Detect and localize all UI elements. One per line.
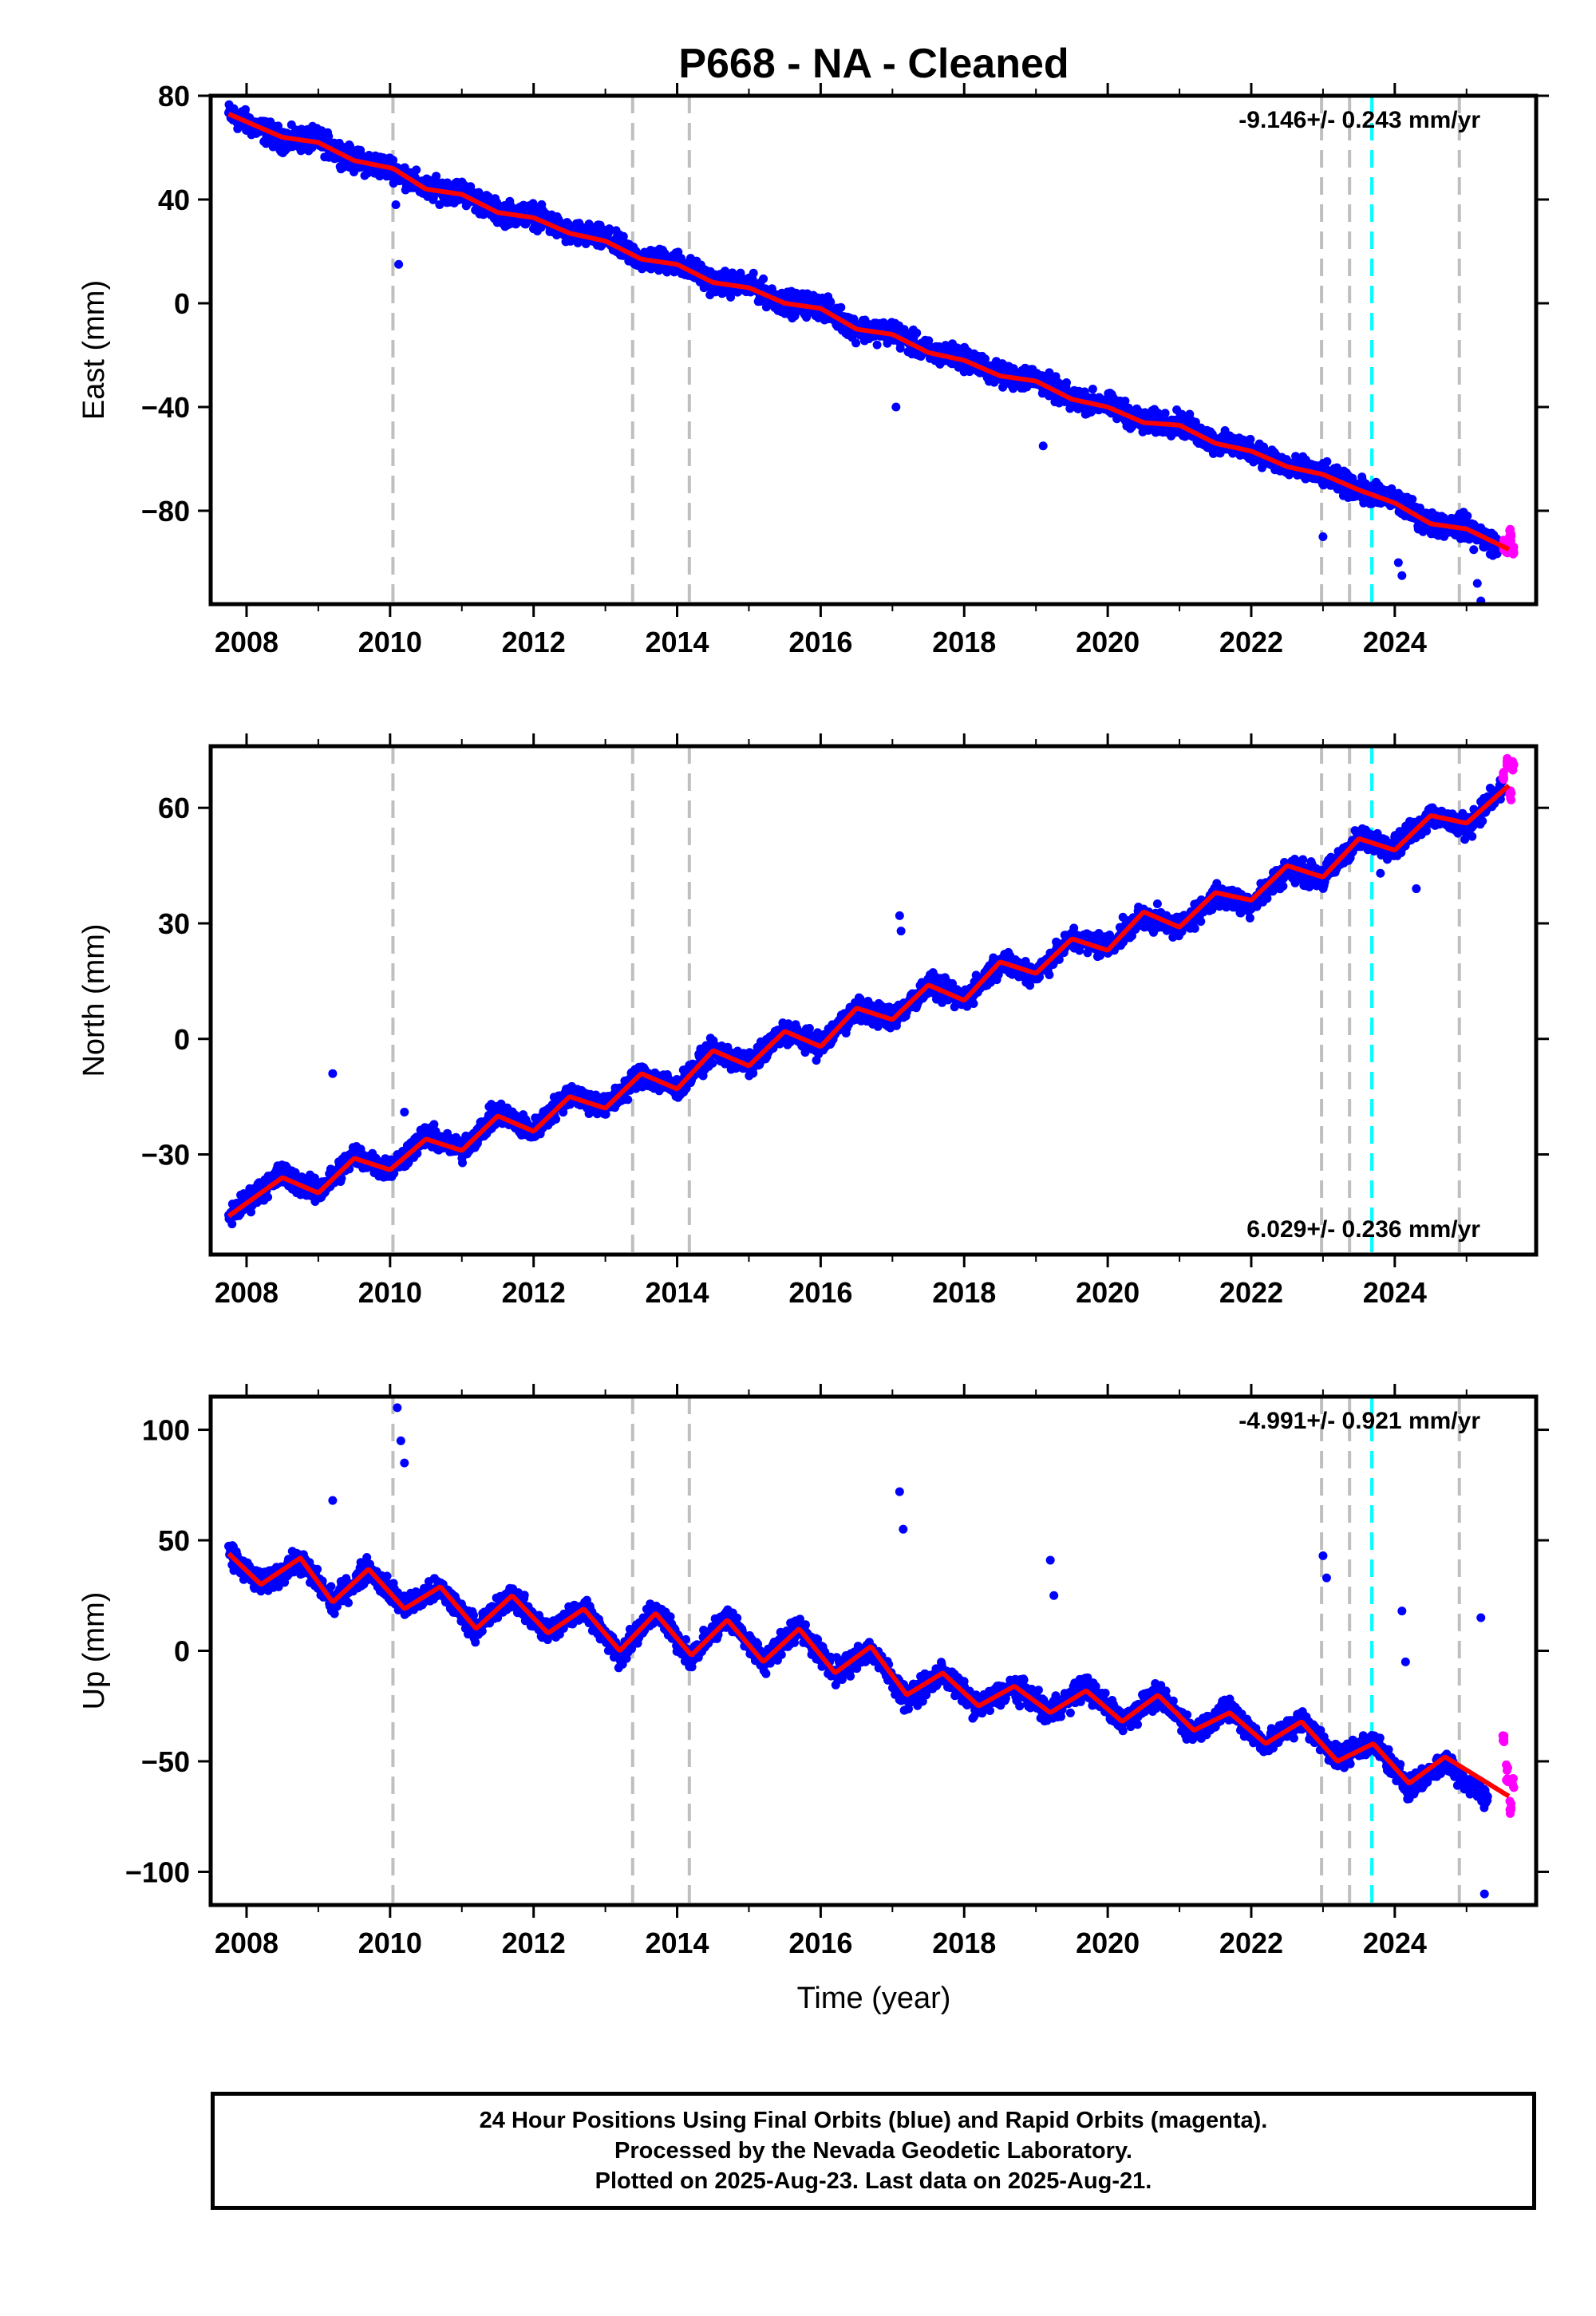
outlier-point — [1397, 571, 1407, 580]
final-orbits-points — [224, 100, 1503, 606]
final-orbit-point — [895, 343, 905, 353]
y-tick-label: 80 — [158, 80, 190, 113]
final-orbit-point — [759, 274, 768, 283]
y-axis-title: East (mm) — [77, 280, 111, 420]
final-orbit-point — [804, 1024, 814, 1033]
final-orbits-points — [224, 775, 1507, 1229]
outlier-point — [1472, 579, 1482, 588]
final-orbit-point — [912, 328, 922, 338]
panel-north: 2008 2010 2012 2014 2016 2018 2020 2022 20246030… — [77, 733, 1549, 1309]
final-orbit-point — [969, 999, 978, 1008]
x-tick-label: 2018 — [932, 626, 996, 658]
rapid-orbit-point — [1509, 546, 1519, 555]
final-orbit-point — [1160, 409, 1170, 418]
final-orbit-point — [389, 156, 398, 165]
final-orbit-point — [851, 338, 861, 348]
final-orbit-point — [708, 1058, 717, 1068]
final-orbit-point — [435, 200, 444, 209]
outlier-point — [1038, 441, 1048, 451]
final-orbit-point — [1065, 404, 1075, 413]
x-tick-label: 2022 — [1219, 626, 1283, 658]
final-orbit-point — [229, 104, 239, 113]
final-orbit-point — [1045, 970, 1054, 979]
outlier-point — [391, 200, 401, 209]
rapid-orbit-point — [1505, 531, 1515, 540]
outlier-point — [1469, 545, 1479, 555]
outlier-point — [1318, 532, 1328, 541]
panel-east: 2008 2010 2012 2014 2016 2018 2020 2022 2024 80 40… — [77, 80, 1549, 658]
final-orbit-point — [836, 302, 846, 312]
panels-container: 2008 2010 2012 2014 2016 2018 2020 2022 2024 80 40… — [77, 80, 1549, 1959]
y-tick-label: −80 — [141, 495, 190, 528]
final-orbit-point — [412, 165, 421, 175]
final-orbit-point — [1408, 495, 1417, 504]
final-orbit-point — [241, 105, 250, 114]
final-orbit-point — [1463, 512, 1472, 520]
x-tick-label: 2012 — [502, 626, 566, 658]
final-orbit-point — [623, 1095, 633, 1105]
y-tick-label: 40 — [158, 184, 190, 216]
y-tick-label: −40 — [141, 391, 190, 424]
final-orbit-point — [263, 1192, 273, 1202]
final-orbit-point — [1246, 434, 1255, 444]
final-orbit-point — [227, 1219, 237, 1229]
x-tick-label: 2016 — [788, 626, 852, 658]
outlier-point — [1393, 558, 1403, 567]
final-orbit-point — [924, 336, 934, 346]
final-orbit-point — [1062, 378, 1071, 387]
outlier-point — [891, 402, 901, 412]
final-orbit-point — [749, 268, 758, 278]
final-orbit-point — [324, 132, 334, 141]
x-tick-label: 2014 — [645, 626, 709, 658]
final-orbit-point — [1322, 456, 1332, 466]
final-orbit-point — [872, 340, 882, 350]
final-orbit-point — [726, 292, 736, 302]
final-orbit-point — [458, 1158, 467, 1168]
final-orbit-point — [1088, 385, 1097, 393]
y-tick-label: 0 — [174, 287, 190, 320]
x-tick-label: 2024 — [1363, 626, 1427, 658]
chart-title: P668 - NA - Cleaned — [678, 41, 1069, 87]
x-tick-label: 2020 — [1076, 626, 1140, 658]
x-tick-label: 2010 — [358, 626, 422, 658]
outlier-point — [394, 259, 404, 269]
final-orbit-point — [605, 224, 614, 234]
final-orbit-point — [790, 311, 800, 321]
rate-label: -9.146+/- 0.243 mm/yr — [1238, 107, 1480, 133]
final-orbit-point — [274, 121, 282, 131]
x-tick-label: 2008 — [215, 626, 279, 658]
final-orbit-point — [826, 298, 836, 307]
